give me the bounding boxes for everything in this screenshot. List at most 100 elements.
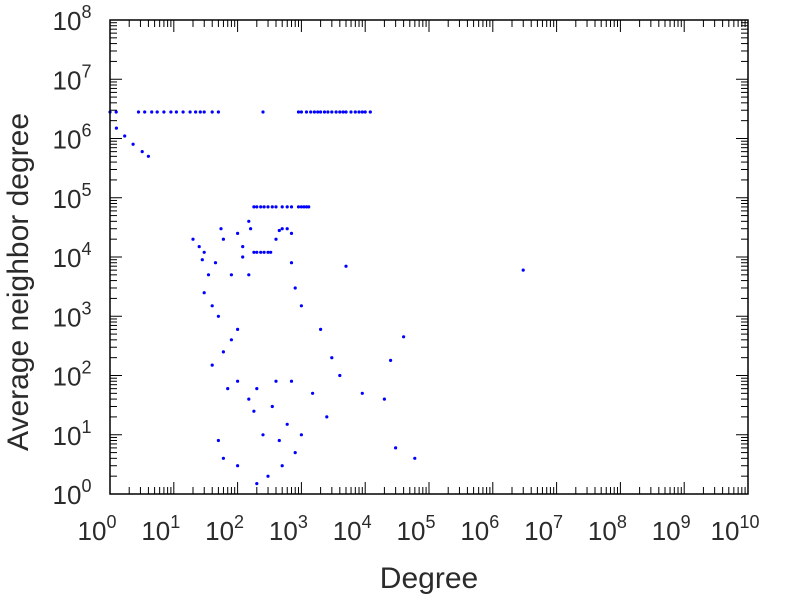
data-point xyxy=(285,227,289,231)
data-point xyxy=(309,110,313,114)
axis-ticks xyxy=(109,20,748,495)
data-point xyxy=(360,110,364,114)
data-point xyxy=(312,110,316,114)
x-tick-label: 104 xyxy=(333,512,372,546)
data-point xyxy=(338,373,342,378)
data-point xyxy=(140,150,144,154)
data-point xyxy=(285,205,289,209)
y-tick-label: 107 xyxy=(53,61,92,95)
data-point xyxy=(304,205,309,209)
plot-frame xyxy=(109,19,749,495)
data-point xyxy=(349,110,353,114)
data-point xyxy=(363,110,367,114)
data-point xyxy=(344,110,348,114)
data-point xyxy=(252,250,256,254)
data-point xyxy=(311,391,315,395)
data-point xyxy=(198,110,202,114)
data-point xyxy=(252,205,256,209)
data-point xyxy=(413,456,417,460)
data-point xyxy=(319,110,323,114)
data-point xyxy=(136,110,141,114)
data-point xyxy=(255,205,259,209)
y-tick-label: 101 xyxy=(53,417,92,451)
data-point xyxy=(150,110,154,114)
data-point xyxy=(216,314,220,318)
y-axis-label: Average neighbor degree xyxy=(2,113,35,451)
data-point xyxy=(236,464,240,468)
data-point xyxy=(277,438,281,443)
data-point xyxy=(181,110,185,114)
data-point xyxy=(249,227,253,231)
data-points xyxy=(108,110,525,486)
data-point xyxy=(261,110,265,114)
x-tick-label: 108 xyxy=(588,512,627,546)
data-point xyxy=(289,205,294,209)
data-point xyxy=(162,110,166,114)
y-tick-label: 102 xyxy=(53,358,92,392)
data-point xyxy=(277,228,281,233)
data-point xyxy=(266,474,270,478)
data-point xyxy=(252,409,256,413)
data-point xyxy=(247,273,251,277)
data-point xyxy=(299,304,303,308)
data-point xyxy=(289,261,294,265)
data-point xyxy=(174,110,178,114)
data-point xyxy=(216,110,220,114)
data-point xyxy=(169,110,173,114)
data-point xyxy=(236,231,240,235)
x-tick-label: 1010 xyxy=(711,512,760,546)
data-point xyxy=(114,126,118,130)
data-point xyxy=(255,387,259,391)
data-point xyxy=(341,110,345,114)
data-point xyxy=(262,250,266,254)
data-point xyxy=(521,268,525,272)
data-point xyxy=(226,387,230,391)
data-point xyxy=(402,335,406,339)
data-point xyxy=(216,438,220,443)
data-point xyxy=(293,451,297,455)
data-point xyxy=(191,237,195,241)
data-point xyxy=(266,205,270,209)
data-point xyxy=(202,110,206,114)
y-tick-label: 106 xyxy=(53,121,92,155)
data-point xyxy=(229,338,233,342)
y-tick-label: 100 xyxy=(53,476,92,510)
y-tick-label: 103 xyxy=(53,298,92,332)
data-point xyxy=(307,205,311,209)
data-point xyxy=(322,110,327,114)
data-point xyxy=(368,110,372,114)
data-point xyxy=(247,219,251,223)
data-point xyxy=(200,258,204,262)
data-point xyxy=(289,231,294,235)
data-point xyxy=(270,205,274,209)
data-point xyxy=(334,110,338,114)
data-point xyxy=(131,142,135,146)
x-tick-label: 105 xyxy=(397,512,436,546)
data-point xyxy=(221,350,225,354)
y-tick-label: 108 xyxy=(53,2,92,36)
y-tick-labels: 100 101 102 103 104 105 106 107 108 xyxy=(53,2,92,510)
x-tick-label: 100 xyxy=(78,512,117,546)
data-point xyxy=(262,205,266,209)
data-point xyxy=(304,110,309,114)
data-point xyxy=(155,110,159,114)
data-point xyxy=(326,110,330,114)
data-point xyxy=(299,110,303,114)
data-point xyxy=(146,154,150,158)
x-tick-label: 109 xyxy=(652,512,691,546)
data-point xyxy=(360,391,364,395)
data-point xyxy=(270,404,274,409)
x-tick-label: 102 xyxy=(205,512,244,546)
data-point xyxy=(241,255,245,259)
x-tick-label: 101 xyxy=(141,512,180,546)
data-point xyxy=(316,110,320,114)
x-tick-label: 106 xyxy=(460,512,499,546)
data-point xyxy=(188,110,192,114)
data-point xyxy=(236,379,240,383)
data-point xyxy=(353,110,357,114)
data-point xyxy=(394,446,398,450)
data-point xyxy=(280,205,284,209)
data-point xyxy=(123,134,127,138)
data-point xyxy=(241,245,245,249)
data-point xyxy=(266,250,270,254)
